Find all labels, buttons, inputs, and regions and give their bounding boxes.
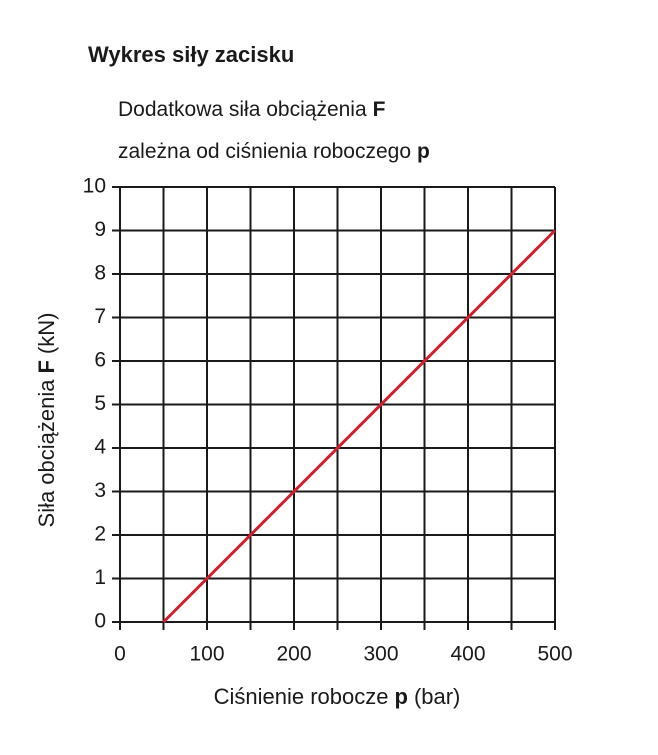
y-tick-label: 9 <box>94 218 106 241</box>
y-axis-label-unit: (kN) <box>34 313 59 355</box>
subtitle-text: Dodatkowa siła obciążenia <box>118 98 367 121</box>
y-axis-label: Siła obciążenia F (kN) <box>34 313 59 528</box>
y-tick-label: 1 <box>94 566 106 589</box>
y-tick-label: 6 <box>94 349 106 372</box>
x-axis-label-text: Ciśnienie robocze <box>214 684 389 709</box>
subtitle-symbol: F <box>373 98 386 121</box>
y-axis-label-text: Siła obciążenia <box>34 379 59 528</box>
y-axis-label-symbol: F <box>34 360 59 373</box>
x-axis-label-symbol: p <box>394 684 407 709</box>
x-axis-label: Ciśnienie robocze p (bar) <box>214 684 461 709</box>
y-tick-label: 2 <box>94 523 106 546</box>
y-tick-label: 10 <box>83 175 106 198</box>
x-tick-label: 300 <box>363 643 398 666</box>
x-tick-label: 500 <box>537 643 572 666</box>
subtitle-text: zależna od ciśnienia roboczego <box>118 140 411 163</box>
y-tick-label: 3 <box>94 479 106 502</box>
x-tick-label: 200 <box>276 643 311 666</box>
subtitle: zależna od ciśnienia roboczego p <box>118 140 430 163</box>
x-tick-label: 0 <box>114 643 126 666</box>
y-tick-label: 0 <box>94 610 106 633</box>
subtitle-symbol: p <box>417 140 430 163</box>
x-axis-label-unit: (bar) <box>414 684 460 709</box>
x-tick-label: 400 <box>450 643 485 666</box>
subtitle: Dodatkowa siła obciążenia F <box>118 98 386 121</box>
data-line <box>162 229 557 624</box>
y-tick-label: 5 <box>94 392 106 415</box>
y-tick-label: 7 <box>94 305 106 328</box>
x-tick-label: 100 <box>189 643 224 666</box>
chart-title: Wykres siły zacisku <box>88 42 294 67</box>
y-tick-label: 8 <box>94 262 106 285</box>
y-tick-label: 4 <box>94 436 106 459</box>
